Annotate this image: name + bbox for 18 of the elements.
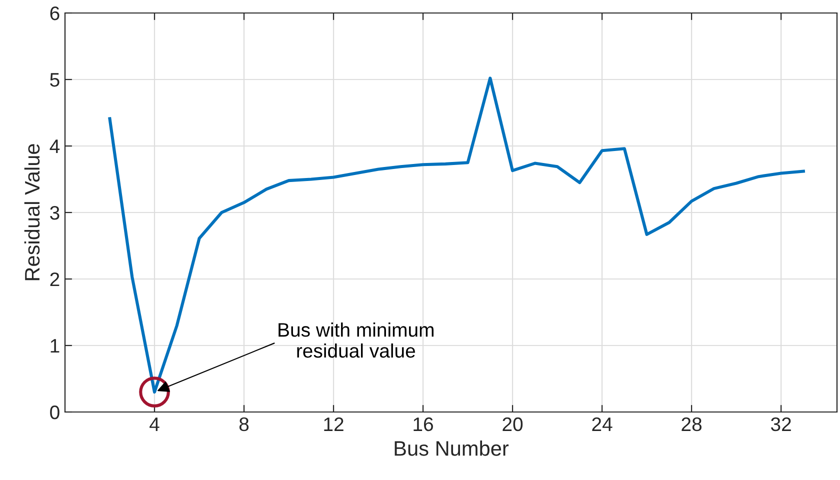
annotation: Bus with minimum residual value: [278, 322, 434, 358]
y-tick-label: 2: [50, 272, 60, 286]
x-tick-label: 32: [770, 417, 791, 432]
y-tick-label: 4: [50, 140, 60, 154]
y-tick-label: 0: [50, 405, 60, 420]
x-axis-title: Bus Number: [394, 440, 509, 456]
y-tick-label: 3: [50, 206, 60, 220]
x-tick-label: 8: [239, 417, 249, 432]
y-tick-label: 1: [50, 339, 60, 353]
y-tick-label: 6: [50, 6, 60, 20]
y-tick-label: 5: [50, 73, 60, 87]
x-tick-label: 28: [682, 417, 702, 432]
x-tick-label: 20: [502, 417, 523, 432]
x-tick-label: 24: [592, 417, 612, 431]
x-tick-label: 12: [324, 417, 344, 431]
x-tick-label: 4: [150, 418, 160, 431]
y-axis-title: Residual Value: [24, 144, 40, 280]
x-tick-label: 16: [414, 417, 433, 432]
